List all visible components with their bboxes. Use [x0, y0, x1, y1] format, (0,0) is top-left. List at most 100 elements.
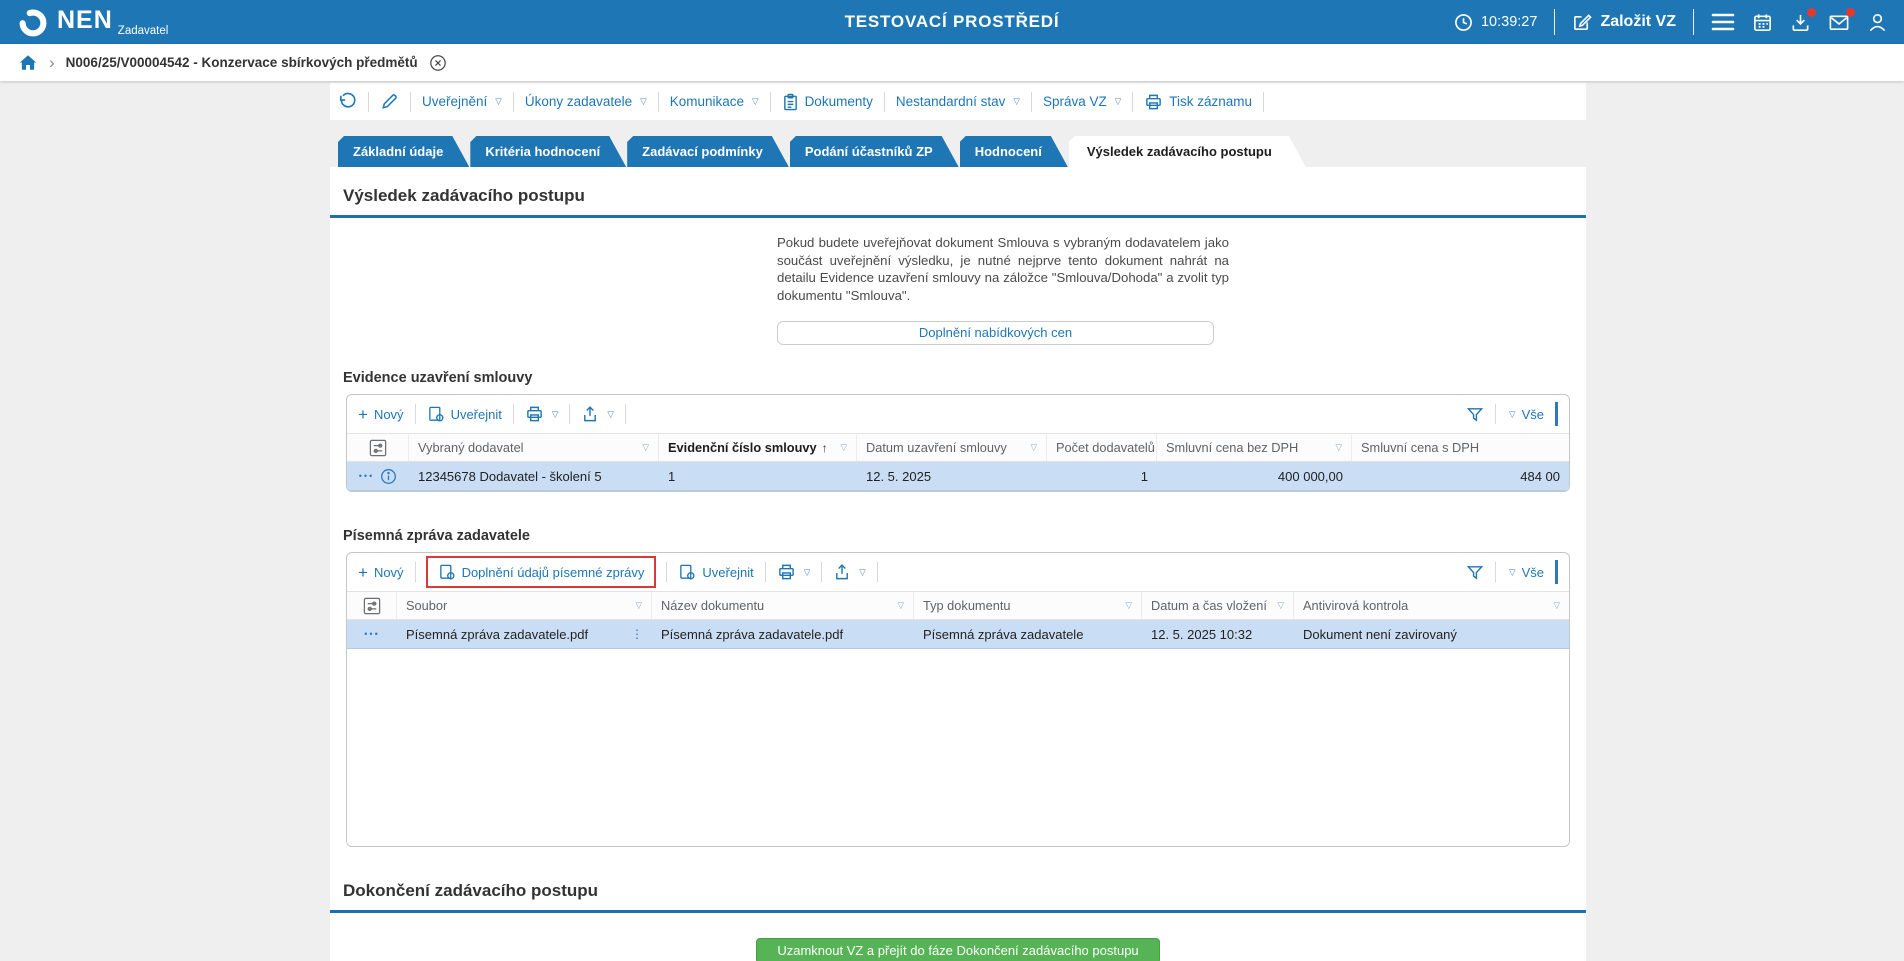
column-label: Evidenční číslo smlouvy [668, 440, 817, 456]
new-button[interactable]: + Nový [358, 406, 404, 423]
menu-nestandardni-stav[interactable]: Nestandardní stav ▽ [896, 94, 1020, 109]
filter-icon[interactable] [1466, 564, 1484, 581]
column-header-datum-uzavreni[interactable]: Datum uzavření smlouvy ▽ [857, 434, 1047, 462]
column-header-pocet-dodavatelu[interactable]: Počet dodavatelů ▽ [1047, 434, 1157, 462]
pencil-icon[interactable] [380, 92, 399, 111]
cell-cena-s-dph: 484 00 [1520, 468, 1560, 484]
file-name[interactable]: Písemná zpráva zadavatele.pdf [406, 626, 589, 642]
column-drag-handle[interactable]: ⋮ [631, 627, 643, 642]
column-header-datum-vlozeni[interactable]: Datum a čas vložení ▽ [1142, 592, 1294, 620]
publish-button[interactable]: Uveřejnit [427, 405, 502, 423]
column-label: Počet dodavatelů [1056, 440, 1155, 456]
print-menu-button[interactable]: ▽ [525, 405, 558, 423]
print-menu-button[interactable]: ▽ [777, 563, 810, 581]
column-header-soubor[interactable]: Soubor ▽ [397, 592, 652, 620]
topbar-actions: 10:39:27 Založit VZ [1454, 7, 1888, 35]
column-filter-icon[interactable]: ▽ [1553, 600, 1560, 611]
content-column: Uveřejnění ▽ Úkony zadavatele ▽ Komunika… [330, 83, 1586, 961]
column-filter-icon[interactable]: ▽ [635, 600, 642, 611]
toolbar-divider [666, 562, 668, 583]
downloads-button[interactable] [1790, 7, 1816, 33]
chevron-down-icon: ▽ [1509, 408, 1516, 419]
cell-nazev-dokumentu: Písemná zpráva zadavatele.pdf [661, 626, 844, 642]
publish-icon [678, 563, 696, 581]
menu-sprava-vz[interactable]: Správa VZ ▽ [1043, 94, 1121, 109]
column-filter-icon[interactable]: ▽ [1125, 600, 1132, 611]
toolbar-divider [1263, 91, 1265, 112]
row-menu-icon[interactable]: ••• [358, 471, 375, 482]
chevron-down-icon: ▽ [752, 96, 759, 106]
brand-name: NEN [57, 6, 113, 34]
evidence-table-header: Vybraný dodavatel ▽ Evidenční číslo smlo… [347, 433, 1569, 463]
close-record-icon[interactable] [429, 54, 447, 72]
create-vz-button[interactable]: Založit VZ [1572, 12, 1676, 32]
column-filter-icon[interactable]: ▽ [897, 600, 904, 611]
column-header-cena-s-dph[interactable]: Smluvní cena s DPH [1352, 434, 1569, 461]
section-rule [330, 215, 1586, 218]
calendar-icon[interactable] [1752, 12, 1773, 33]
toolbar-divider [368, 91, 369, 112]
publish-label: Uveřejnit [702, 564, 754, 580]
home-icon[interactable] [18, 53, 38, 72]
column-header-antivirova-kontrola[interactable]: Antivirová kontrola ▽ [1294, 592, 1569, 619]
history-icon[interactable] [338, 92, 357, 111]
column-filter-icon[interactable]: ▽ [1030, 442, 1037, 453]
report-table-row[interactable]: ••• Písemná zpráva zadavatele.pdf ⋮ Píse… [347, 620, 1569, 650]
column-filter-icon[interactable]: ▽ [1335, 442, 1342, 453]
tab-podani-ucastniku[interactable]: Podání účastníků ZP [790, 136, 959, 167]
column-settings-button[interactable] [347, 592, 397, 620]
supplement-report-button[interactable]: Doplnění údajů písemné zprávy [438, 563, 644, 581]
tab-zakladni-udaje[interactable]: Základní údaje [338, 136, 469, 167]
toolbar-divider [1495, 562, 1497, 583]
tab-zadavaci-podminky[interactable]: Zadávací podmínky [627, 136, 789, 167]
publish-label: Uveřejnit [450, 406, 502, 422]
supplement-prices-button[interactable]: Doplnění nabídkových cen [777, 321, 1214, 346]
filter-icon[interactable] [1466, 406, 1484, 423]
tab-vysledek-zadavaciho-postupu[interactable]: Výsledek zadávacího postupu [1069, 136, 1306, 167]
scrollbar[interactable] [1555, 560, 1558, 585]
cell-pocet-dodavatelu: 1 [1140, 468, 1148, 484]
column-header-cena-bez-dph[interactable]: Smluvní cena bez DPH ▽ [1157, 434, 1352, 462]
breadcrumb-record[interactable]: N006/25/V00004542 - Konzervace sbírkovýc… [65, 55, 418, 70]
main-panel: Výsledek zadávacího postupu Pokud budete… [330, 167, 1586, 961]
menu-komunikace[interactable]: Komunikace ▽ [670, 94, 759, 109]
column-filter-icon[interactable]: ▽ [840, 442, 847, 453]
column-filter-icon[interactable]: ▽ [1277, 600, 1284, 611]
column-label: Datum uzavření smlouvy [866, 440, 1007, 456]
clock-icon [1454, 13, 1473, 32]
view-all-selector[interactable]: ▽ Vše [1507, 565, 1544, 580]
publish-button[interactable]: Uveřejnit [678, 563, 754, 581]
export-menu-button[interactable]: ▽ [833, 563, 866, 581]
publish-icon [427, 405, 445, 423]
messages-button[interactable] [1828, 7, 1855, 33]
toolbar-divider [569, 404, 571, 425]
tab-hodnoceni[interactable]: Hodnocení [960, 136, 1068, 167]
export-menu-button[interactable]: ▽ [581, 405, 614, 423]
column-header-nazev-dokumentu[interactable]: Název dokumentu ▽ [652, 592, 914, 620]
column-settings-button[interactable] [347, 434, 409, 462]
info-icon[interactable] [380, 468, 397, 485]
menu-label: Dokumenty [804, 94, 873, 109]
menu-uverejneni[interactable]: Uveřejnění ▽ [422, 94, 502, 109]
toolbar-divider [624, 404, 626, 425]
nen-logo[interactable]: NEN Zadavatel [16, 5, 168, 39]
column-header-evidencni-cislo[interactable]: Evidenční číslo smlouvy ↑ ▽ [659, 434, 857, 462]
menu-ukony-zadavatele[interactable]: Úkony zadavatele ▽ [525, 94, 647, 109]
column-header-typ-dokumentu[interactable]: Typ dokumentu ▽ [914, 592, 1142, 620]
chevron-down-icon: ▽ [607, 408, 614, 419]
menu-dokumenty[interactable]: Dokumenty [782, 93, 873, 111]
view-all-selector[interactable]: ▽ Vše [1507, 407, 1544, 422]
row-menu-icon[interactable]: ••• [364, 629, 380, 640]
column-filter-icon[interactable]: ▽ [642, 442, 649, 453]
column-header-vybrany-dodavatel[interactable]: Vybraný dodavatel ▽ [409, 434, 659, 462]
menu-tisk-zaznamu[interactable]: Tisk záznamu [1144, 93, 1252, 111]
evidence-table-row[interactable]: ••• 12345678 Dodavatel - školení 5 1 12.… [347, 462, 1569, 492]
tab-kriteria-hodnoceni[interactable]: Kritéria hodnocení [470, 136, 626, 167]
lock-vz-button[interactable]: Uzamknout VZ a přejít do fáze Dokončení … [756, 938, 1160, 961]
new-button[interactable]: + Nový [358, 564, 404, 581]
menu-icon[interactable] [1711, 13, 1735, 31]
user-icon[interactable] [1867, 12, 1888, 33]
plus-icon: + [358, 562, 368, 582]
scrollbar[interactable] [1555, 402, 1558, 427]
view-all-label: Vše [1521, 406, 1544, 422]
